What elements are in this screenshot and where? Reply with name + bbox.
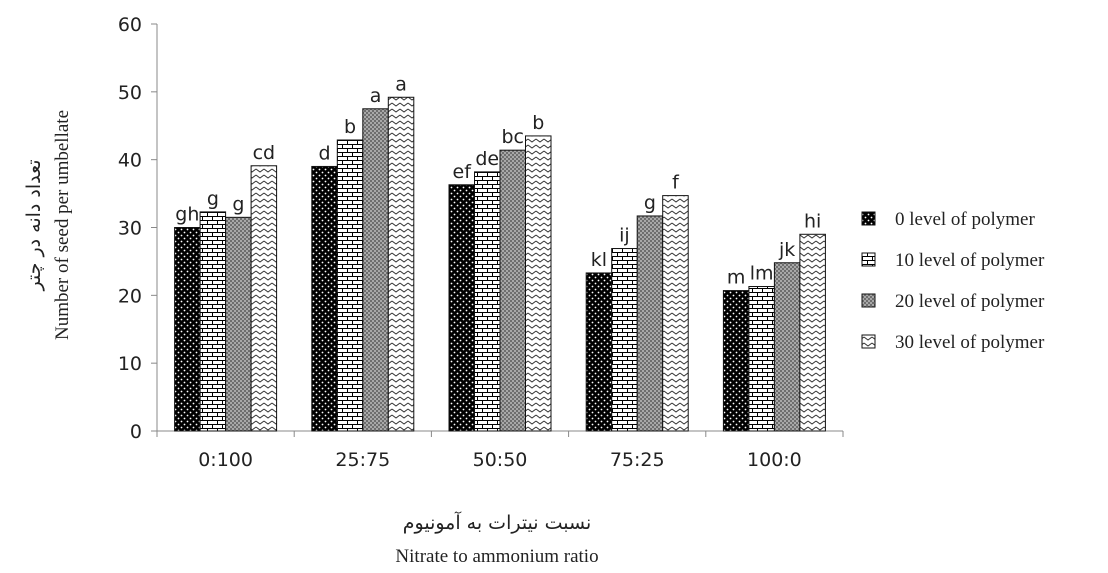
legend-swatch	[861, 334, 876, 349]
x-tick-label: 75:25	[610, 449, 665, 471]
x-tick-label: 0:100	[198, 449, 253, 471]
legend: 0 level of polymer 10 level of polymer 20 …	[861, 209, 1045, 353]
bar	[448, 184, 475, 432]
y-tick-label: 60	[118, 14, 142, 36]
legend-label: 10 level of polymer	[895, 250, 1045, 271]
significance-letter: jk	[778, 239, 795, 261]
bars	[174, 96, 826, 432]
bar	[722, 290, 750, 432]
bar	[585, 272, 613, 432]
legend-swatch	[861, 211, 876, 226]
bar	[250, 165, 278, 432]
bar	[311, 165, 338, 432]
y-axis-title-persian: تعداد دانه در چتر	[23, 159, 45, 291]
significance-letter: ij	[619, 225, 630, 247]
y-ticks: 0 10 20 30 40 50 60	[118, 14, 157, 443]
significance-letter: f	[672, 172, 680, 194]
legend-label: 0 level of polymer	[895, 209, 1035, 230]
bar	[362, 108, 389, 432]
significance-letter: hi	[804, 210, 821, 232]
bar	[773, 262, 801, 432]
significance-letter: cd	[253, 142, 276, 164]
bar	[748, 286, 775, 432]
bar	[387, 96, 415, 432]
significance-letter: ef	[453, 161, 473, 183]
y-tick-label: 50	[118, 82, 142, 104]
significance-letter: b	[532, 112, 544, 134]
significance-letter: g	[232, 193, 244, 215]
significance-letter: lm	[750, 263, 774, 285]
axes: 0 10 20 30 40 50 60 0:100 25:75 50:50 75:25 100:0	[118, 14, 844, 471]
bar	[174, 227, 201, 432]
x-axis-title-english: Nitrate to ammonium ratio	[395, 546, 598, 567]
bar	[225, 216, 252, 432]
bar	[611, 248, 638, 432]
significance-letter: kl	[591, 249, 607, 271]
x-tick-label: 50:50	[473, 449, 528, 471]
x-tick-label: 25:75	[335, 449, 390, 471]
significance-letter: g	[207, 188, 219, 210]
legend-swatch	[861, 252, 876, 267]
significance-letter: g	[644, 192, 656, 214]
significance-letter: de	[475, 148, 499, 170]
significance-letter: bc	[501, 126, 524, 148]
bar	[662, 195, 689, 432]
legend-swatch	[861, 293, 876, 308]
significance-letter: b	[344, 116, 356, 138]
bar	[636, 215, 664, 432]
y-tick-label: 20	[118, 285, 142, 307]
legend-label: 20 level of polymer	[895, 291, 1045, 312]
significance-letter: a	[370, 85, 382, 107]
significance-letter: a	[395, 73, 407, 95]
y-tick-label: 30	[118, 218, 142, 240]
x-tick-label: 100:0	[747, 449, 802, 471]
bar	[336, 139, 364, 432]
y-tick-label: 0	[130, 421, 142, 443]
significance-letter: m	[727, 267, 746, 289]
x-ticks: 0:100 25:75 50:50 75:25 100:0	[156, 431, 844, 471]
significance-letter: gh	[175, 204, 199, 226]
y-tick-label: 40	[118, 150, 142, 172]
significance-letter: d	[319, 142, 331, 164]
x-axis-title-persian: نسبت نیترات به آمونیوم	[403, 510, 592, 534]
legend-label: 30 level of polymer	[895, 332, 1045, 353]
bar	[525, 135, 552, 432]
bar	[474, 171, 501, 432]
y-axis-title-english: Number of seed per umbellate	[52, 110, 73, 340]
bar	[199, 211, 227, 432]
y-tick-label: 10	[118, 353, 142, 375]
bar	[499, 149, 526, 432]
bar	[799, 233, 826, 432]
